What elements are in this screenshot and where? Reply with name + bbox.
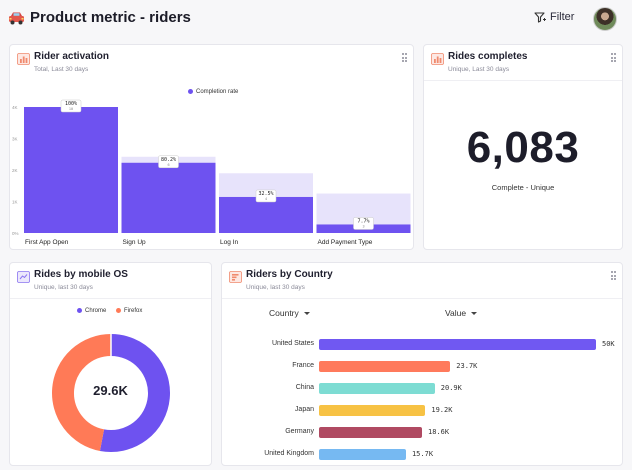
country-label: Germany (285, 428, 314, 435)
data-label: 32.5% (258, 191, 273, 197)
chart-legend: Completion rate (188, 89, 238, 95)
country-bar (319, 383, 435, 394)
country-bar (319, 361, 451, 372)
funnel-bar (24, 107, 118, 233)
country-bar (319, 405, 426, 416)
funnel-bar (121, 162, 216, 233)
data-label: 80.2% (161, 157, 176, 163)
legend-label-chrome: Chrome (85, 308, 107, 315)
country-value: 19.2K (431, 406, 453, 414)
card-subtitle: Total, Last 30 days (34, 66, 89, 73)
country-header-label: Country (269, 308, 299, 318)
country-bar (319, 339, 596, 350)
donut-center-value: 29.6K (93, 383, 128, 398)
filter-label: Filter (550, 11, 575, 23)
rides-by-os-card: Rides by mobile OS Unique, last 30 days … (9, 262, 212, 466)
country-column-header[interactable]: Country (269, 308, 310, 318)
data-sublabel: 10 (69, 107, 73, 111)
country-label: Japan (294, 406, 314, 413)
data-label-box (255, 189, 277, 203)
country-label: United Kingdom (264, 450, 314, 457)
y-tick-label: 1K (12, 200, 18, 205)
filter-icon (534, 11, 546, 23)
os-legend: Chrome Firefox (77, 308, 142, 314)
data-label-box (158, 155, 179, 169)
y-tick-label: 3K (12, 137, 18, 142)
country-bar (319, 449, 406, 460)
country-label: United States (271, 340, 314, 347)
rides-completes-value: 6,083 (466, 123, 580, 172)
rider-activation-chart: 4K 3K 2K 1K 0% 100%10 First App Open 80.2%6 Sign… (12, 99, 411, 246)
country-value: 20.9K (440, 384, 462, 392)
donut-slice-firefox (52, 334, 112, 451)
country-bar-list: United States 50K France 23.7K China 20.9K Jap… (222, 263, 624, 467)
card-menu-icon[interactable] (402, 53, 407, 62)
country-bar (319, 427, 423, 438)
y-tick-label: 4K (12, 105, 18, 110)
legend-swatch (188, 89, 193, 94)
card-header: Rides completes Unique, Last 30 days (424, 45, 622, 81)
x-tick-label: Add Payment Type (318, 239, 373, 246)
country-value: 50K (602, 340, 615, 348)
y-tick-label: 0% (12, 231, 19, 236)
card-subtitle: Unique, last 30 days (34, 284, 93, 291)
filter-button[interactable]: Filter (534, 11, 574, 23)
bar-chart-icon (431, 53, 444, 65)
rides-completes-caption: Complete - Unique (491, 183, 555, 192)
data-sublabel: 6 (167, 163, 169, 167)
os-donut-chart (52, 334, 170, 452)
country-value: 23.7K (456, 362, 478, 370)
value-column-header[interactable]: Value (445, 308, 478, 318)
chevron-down-icon (303, 312, 310, 316)
card-header: Rider activation Total, Last 30 days (10, 45, 413, 81)
rider-activation-card: Rider activation Total, Last 30 days Com… (9, 44, 414, 250)
page-title: Product metric - riders (30, 9, 191, 26)
donut-slice-chrome (99, 334, 170, 452)
data-sublabel: 3 (362, 224, 364, 228)
card-subtitle: Unique, Last 30 days (448, 66, 510, 73)
country-label: China (295, 384, 314, 391)
country-value: 18.6K (428, 428, 450, 436)
rides-completes-card: Rides completes Unique, Last 30 days 6,0… (423, 44, 623, 250)
data-label: 7.7% (357, 218, 369, 224)
card-title: Rides by mobile OS (34, 269, 128, 280)
card-title: Rider activation (34, 51, 110, 62)
car-icon (9, 12, 24, 24)
card-title: Rides completes (448, 51, 528, 62)
legend-swatch-chrome (77, 308, 82, 313)
card-header: Riders by Country Unique, last 30 days (222, 263, 622, 299)
top-bar: Product metric - riders Filter (0, 0, 632, 40)
data-label-box (353, 217, 374, 230)
card-menu-icon[interactable] (611, 53, 616, 62)
chevron-down-icon (471, 312, 478, 316)
data-label-box (60, 99, 82, 113)
x-tick-label: Log In (220, 239, 238, 246)
x-tick-label: Sign Up (123, 239, 147, 246)
riders-by-country-card: Riders by Country Unique, last 30 days C… (221, 262, 623, 466)
card-title: Riders by Country (246, 269, 333, 280)
bar-chart-icon (17, 53, 30, 65)
y-tick-label: 2K (12, 168, 18, 173)
legend-swatch-firefox (116, 308, 122, 313)
card-menu-icon[interactable] (611, 271, 616, 280)
country-label: France (292, 362, 314, 369)
bar-chart-icon (229, 271, 242, 283)
card-subtitle: Unique, last 30 days (246, 284, 305, 291)
country-value: 15.7K (411, 450, 434, 458)
title-wrap: Product metric - riders (8, 9, 191, 26)
legend-label: Completion rate (196, 89, 239, 96)
value-header-label: Value (445, 308, 467, 318)
pie-chart-icon (17, 271, 30, 283)
legend-label-firefox: Firefox (124, 308, 143, 315)
funnel-bar (219, 196, 313, 233)
x-tick-label: First App Open (25, 239, 69, 246)
avatar[interactable] (593, 7, 617, 31)
data-sublabel: 4 (265, 197, 267, 201)
card-header: Rides by mobile OS Unique, last 30 days (10, 263, 211, 299)
data-label: 100% (65, 101, 77, 107)
